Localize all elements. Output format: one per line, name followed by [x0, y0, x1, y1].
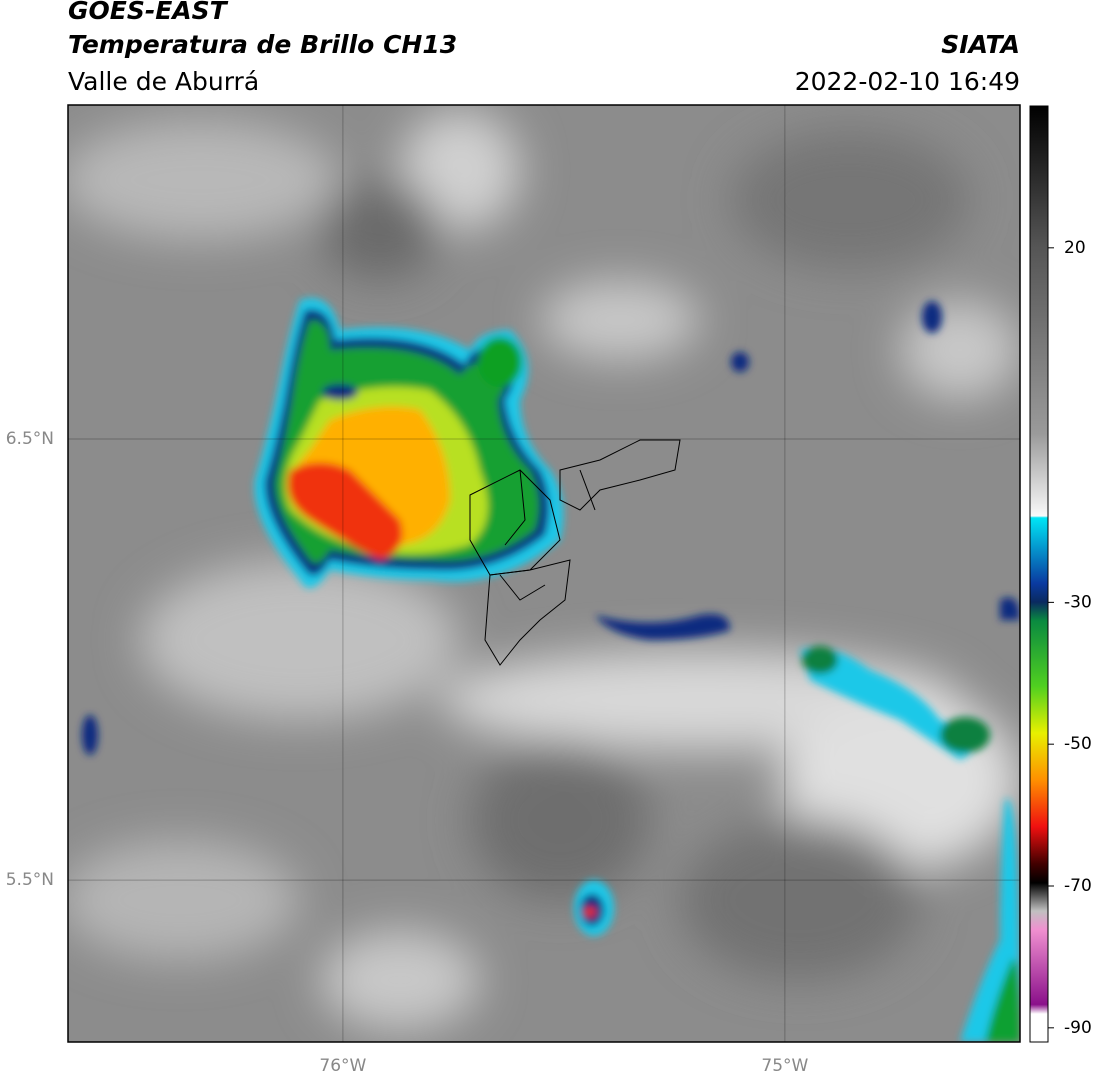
- subtitle: Temperatura de Brillo CH13: [68, 30, 457, 59]
- x-tick-label: 76°W: [319, 1056, 366, 1076]
- colorbar: [1029, 105, 1049, 1043]
- x-tick-label: 75°W: [761, 1056, 808, 1076]
- title: GOES-EAST: [68, 0, 229, 25]
- map-frame: [67, 104, 1021, 1043]
- municipal-boundaries: [469, 439, 681, 666]
- colorbar-tick-label: -30: [1064, 592, 1092, 612]
- colorbar-tick-label: -50: [1064, 734, 1092, 754]
- region: Valle de Aburrá: [68, 67, 259, 96]
- timestamp: 2022-02-10 16:49: [795, 67, 1020, 96]
- colorbar-tick-label: -90: [1064, 1018, 1092, 1038]
- colorbar-tick-label: 20: [1064, 238, 1086, 258]
- y-tick-label: 6.5°N: [6, 429, 54, 449]
- colorbar-tick-label: -70: [1064, 876, 1092, 896]
- y-tick-label: 5.5°N: [6, 870, 54, 890]
- source: SIATA: [941, 30, 1020, 59]
- satellite-image: [68, 105, 1020, 1042]
